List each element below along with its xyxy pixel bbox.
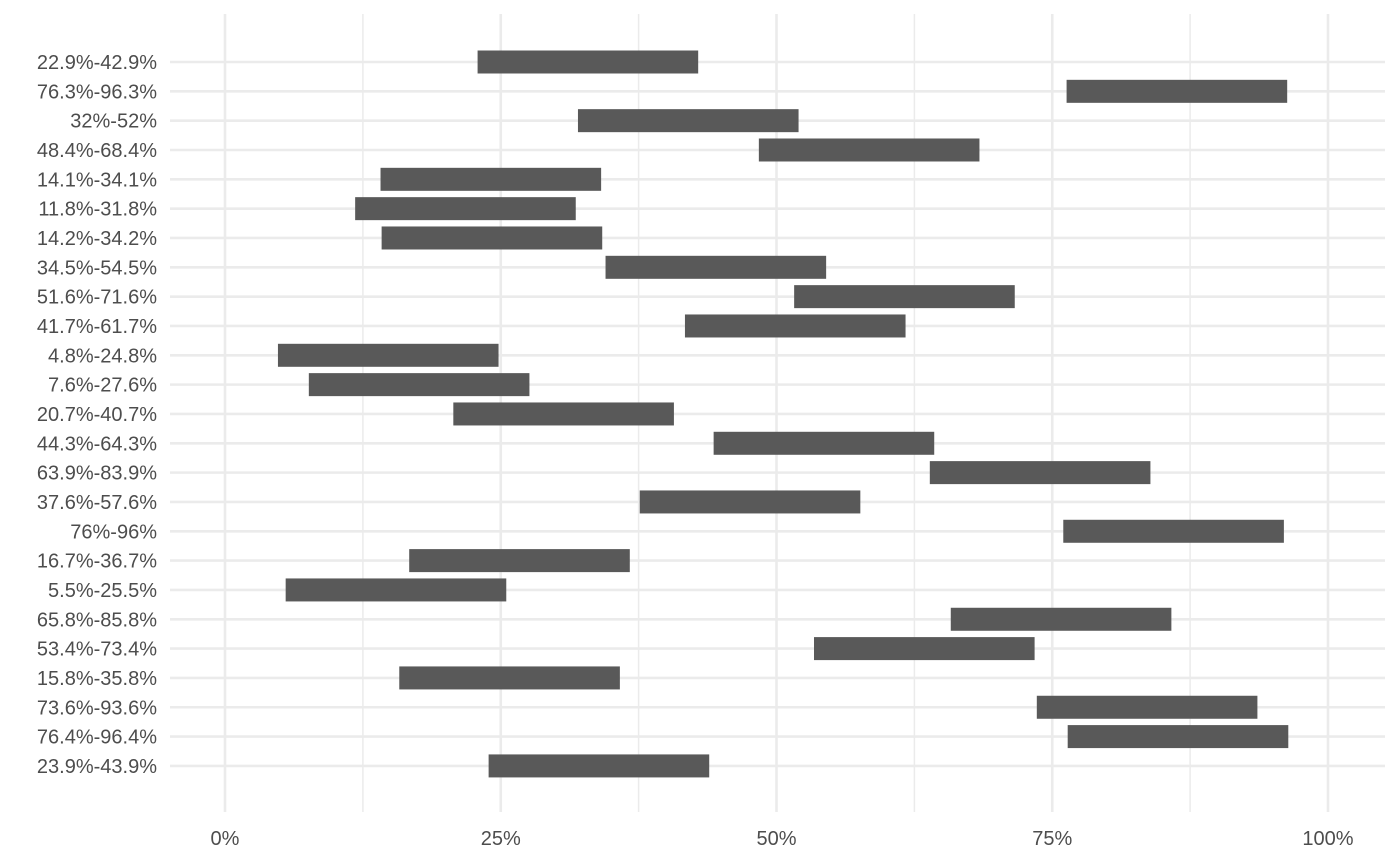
y-tick-label: 76.3%-96.3% (37, 81, 157, 103)
range-bar (605, 255, 827, 279)
y-tick-label: 37.6%-57.6% (37, 492, 157, 514)
grid-lines (170, 14, 1385, 812)
y-tick-label: 76%-96% (70, 521, 157, 543)
range-bar (285, 578, 507, 602)
y-tick-label: 14.2%-34.2% (37, 228, 157, 250)
range-bar (308, 373, 530, 397)
y-tick-label: 22.9%-42.9% (37, 52, 157, 74)
y-tick-label: 63.9%-83.9% (37, 463, 157, 485)
y-tick-label: 11.8%-31.8% (38, 199, 157, 221)
y-tick-label: 23.9%-43.9% (37, 756, 157, 778)
range-bar (794, 285, 1015, 309)
y-tick-label: 32%-52% (70, 111, 157, 133)
range-bar (950, 607, 1172, 631)
y-tick-label: 34.5%-54.5% (37, 257, 157, 279)
y-tick-label: 15.8%-35.8% (37, 668, 157, 690)
y-tick-label: 4.8%-24.8% (48, 345, 157, 367)
range-bar (577, 109, 799, 133)
range-bar (758, 138, 980, 162)
x-tick-label: 0% (211, 828, 240, 850)
range-bar (409, 549, 630, 573)
x-tick-label: 75% (1032, 828, 1072, 850)
y-tick-label: 76.4%-96.4% (37, 727, 157, 749)
range-bar (1067, 725, 1289, 749)
x-tick-label: 25% (481, 828, 521, 850)
y-tick-label: 20.7%-40.7% (37, 404, 157, 426)
range-bar (380, 167, 602, 191)
range-bar (814, 637, 1035, 661)
range-bar (639, 490, 861, 514)
y-axis-tick-labels: 22.9%-42.9% 76.3%-96.3% 32%-52% 48.4%-68.4%… (37, 52, 157, 778)
range-bar (488, 754, 710, 778)
y-tick-label: 51.6%-71.6% (37, 287, 157, 309)
y-tick-label: 48.4%-68.4% (37, 140, 157, 162)
y-tick-label: 73.6%-93.6% (37, 697, 157, 719)
range-bar (477, 50, 699, 74)
x-axis-tick-labels: 0% 25% 50% 75% 100% (211, 828, 1354, 850)
range-bar (453, 402, 674, 426)
y-tick-label: 5.5%-25.5% (48, 580, 157, 602)
y-tick-label: 16.7%-36.7% (37, 551, 157, 573)
y-tick-label: 53.4%-73.4% (37, 639, 157, 661)
y-tick-label: 14.1%-34.1% (37, 169, 157, 191)
range-bar (684, 314, 906, 338)
y-tick-label: 65.8%-85.8% (37, 609, 157, 631)
range-bar (399, 666, 620, 690)
range-bar (355, 197, 576, 221)
range-bar (713, 431, 935, 455)
x-tick-label: 50% (756, 828, 796, 850)
y-tick-label: 7.6%-27.6% (48, 375, 157, 397)
range-bar (1066, 79, 1288, 103)
range-bar (1063, 519, 1284, 543)
range-bar (381, 226, 603, 250)
y-tick-label: 41.7%-61.7% (37, 316, 157, 338)
y-tick-label: 44.3%-64.3% (37, 433, 157, 455)
x-tick-label: 100% (1302, 828, 1353, 850)
bars (277, 50, 1289, 778)
range-bar (277, 343, 499, 367)
range-bar (929, 461, 1151, 485)
range-bar (1036, 695, 1258, 719)
